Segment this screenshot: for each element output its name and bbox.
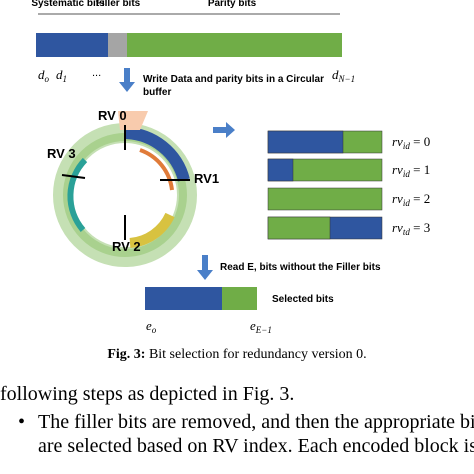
rv-row: rvid = 0 [392,134,430,151]
rv-label: RV 2 [112,239,141,254]
rv-label: RV1 [194,171,219,186]
filler-block [108,33,127,57]
arrow [197,255,213,280]
write-text: buffer [143,87,171,98]
systematic-block [36,33,108,57]
index: eo [146,318,157,335]
body-text: following steps as depicted in Fig. 3. [0,383,294,405]
rv-row: rvtd = 3 [392,220,430,237]
label: Parity bits [208,0,257,9]
read-text: Read E, bits without the Filler bits [220,262,381,273]
rv-row: rvid = 2 [392,191,430,208]
index: eE−1 [250,318,272,335]
rv-row: rvid = 1 [392,162,430,179]
rv-label: RV 0 [98,108,127,123]
label: Filler bits [96,0,141,9]
bar-part [145,287,222,310]
index: do [38,67,50,84]
arc [139,148,174,191]
tick [61,174,86,179]
index: d1 [56,67,67,84]
rv-label: RV 3 [47,146,76,161]
parity-block [127,33,342,57]
body-text: are selected based on RV index. Each enc… [38,435,474,457]
arc [124,127,190,182]
selected-label: Selected bits [272,294,334,305]
bar-part [267,130,344,154]
caption: Fig. 3: Bit selection for redundancy ver… [107,347,366,362]
arc [67,157,88,232]
bullet: • [18,411,25,433]
write-text: Write Data and parity bits in a Circular [143,74,324,85]
bar-part [267,216,331,240]
label: Systematic bits [31,0,105,9]
bar [267,187,383,211]
ellipsis: ... [92,67,101,79]
arc [129,212,175,248]
arrow [213,122,235,138]
arrow [119,68,135,92]
bar-part [267,158,294,182]
index: dN−1 [332,67,355,84]
body-text: The filler bits are removed, and then th… [38,411,474,433]
